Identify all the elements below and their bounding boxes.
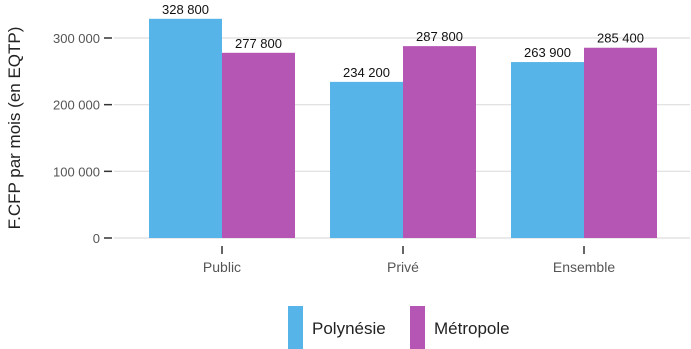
legend: Polynésie Métropole: [288, 306, 510, 349]
legend-swatch: [288, 306, 303, 349]
bar: [222, 52, 295, 238]
bar-labels: 328 800 277 800 234 200 287 800 263 900 285 4…: [162, 2, 644, 80]
y-tick-label: 0: [93, 231, 100, 246]
y-axis: 0 100 000 200 000 300 000: [53, 31, 112, 246]
bar-value-label: 277 800: [235, 36, 282, 51]
bar-value-label: 285 400: [597, 31, 644, 46]
bar: [584, 47, 657, 238]
bars: [149, 18, 657, 239]
bar-value-label: 234 200: [343, 65, 390, 80]
x-axis: Public Privé Ensemble: [203, 246, 615, 275]
bar-value-label: 328 800: [162, 2, 209, 17]
y-tick-label: 300 000: [53, 31, 100, 46]
x-tick-label: Public: [203, 259, 241, 275]
legend-label: Polynésie: [312, 319, 386, 338]
legend-label: Métropole: [434, 319, 510, 338]
bar: [511, 62, 584, 238]
bar: [403, 46, 476, 239]
legend-swatch: [410, 306, 425, 349]
bar: [330, 81, 403, 238]
bar-value-label: 263 900: [524, 45, 571, 60]
x-tick-label: Privé: [387, 259, 419, 275]
y-axis-title: F.CFP par mois (en EQTP): [5, 27, 24, 230]
bar: [149, 18, 222, 238]
y-tick-label: 200 000: [53, 98, 100, 113]
x-tick-label: Ensemble: [553, 259, 615, 275]
bar-value-label: 287 800: [416, 29, 463, 44]
y-tick-label: 100 000: [53, 164, 100, 179]
